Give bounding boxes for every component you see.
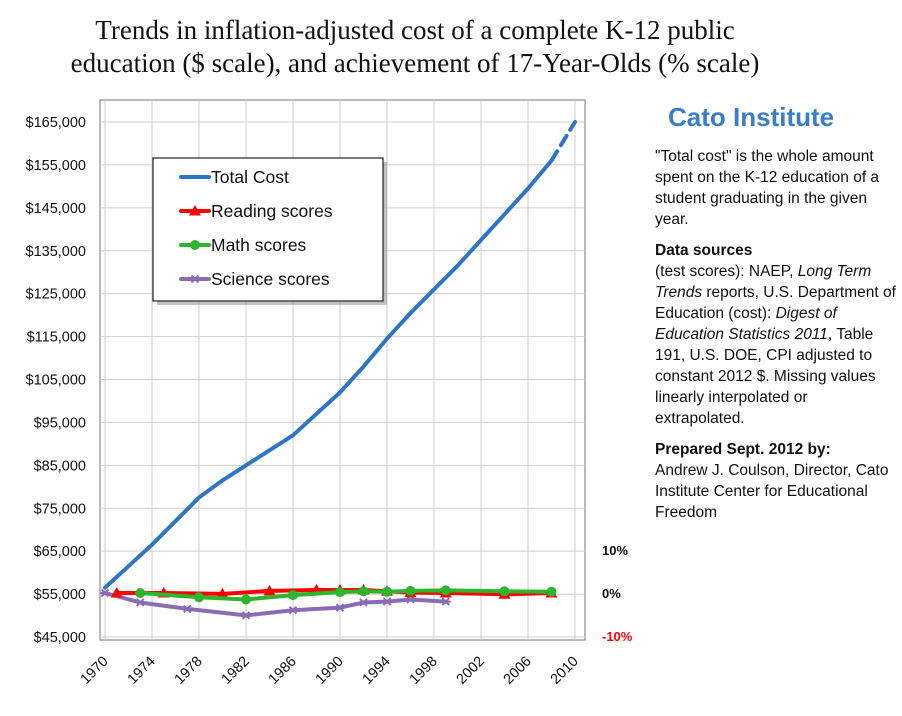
total-cost-note: "Total cost" is the whole amount spent o… (655, 148, 880, 228)
x-tick-label: 1978 (172, 654, 206, 688)
legend-label-reading-scores: Reading scores (211, 201, 333, 221)
legend-marker-math-scores (190, 240, 200, 250)
y-left-tick-label: $165,000 (26, 115, 86, 131)
x-tick-label: 2006 (501, 654, 535, 688)
math-scores-marker (358, 586, 369, 597)
x-tick-label: 1998 (407, 654, 441, 688)
data-sources-text-1: (test scores): NAEP, (655, 263, 798, 280)
math-scores-marker (382, 586, 392, 597)
data-sources-text-4: Digest of Education Statistics 2011 (655, 305, 837, 343)
y-left-tick-label: $75,000 (34, 501, 86, 517)
reading-scores-marker (110, 587, 123, 598)
legend-label-math-scores: Math scores (211, 235, 307, 255)
y-left-tick-label: $55,000 (34, 587, 86, 603)
science-scores-marker (440, 597, 451, 606)
y-left-tick-label: $135,000 (26, 244, 86, 260)
science-scores-marker (182, 604, 193, 614)
science-scores-marker (135, 598, 146, 607)
x-tick-label: 2002 (454, 654, 488, 688)
x-tick-label: 2010 (548, 654, 582, 688)
x-tick-label: 1990 (313, 654, 347, 688)
x-tick-label: 1994 (360, 654, 394, 688)
y-left-tick-label: $65,000 (34, 544, 86, 560)
science-scores-marker (100, 588, 110, 598)
science-scores-marker (382, 597, 392, 606)
prepared-body: Andrew J. Coulson, Director, Cato Instit… (655, 462, 889, 521)
y-right-tick-label: 0% (602, 586, 621, 601)
reading-scores-marker (216, 587, 229, 599)
notes-panel: "Total cost" is the whole amount spent o… (655, 146, 900, 533)
science-scores-marker (288, 605, 298, 615)
data-sources-heading: Data sources (655, 242, 753, 259)
y-left-tick-label: $125,000 (26, 287, 86, 303)
data-sources-note: Data sources (test scores): NAEP, Long Te… (655, 240, 900, 429)
y-right-tick-label: -10% (602, 629, 633, 644)
y-left-tick-label: $95,000 (34, 415, 86, 431)
legend-label-total-cost: Total Cost (211, 167, 289, 187)
math-scores-marker (440, 585, 451, 596)
legend-marker-reading-scores (189, 205, 201, 216)
total-cost-extrapolated-line (549, 120, 577, 163)
x-tick-label: 1982 (219, 654, 253, 688)
science-scores-marker (405, 595, 416, 604)
prepared-heading: Prepared Sept. 2012 by: (655, 441, 831, 458)
math-scores-marker (546, 586, 557, 597)
science-scores-marker (241, 611, 251, 620)
chart-title-line-1: Trends in inflation-adjusted cost of a c… (95, 15, 735, 45)
y-left-tick-label: $155,000 (26, 158, 86, 174)
legend-label-science-scores: Science scores (211, 269, 330, 289)
y-right-tick-label: 10% (602, 543, 628, 558)
y-left-tick-label: $115,000 (27, 330, 86, 346)
data-sources-text-3: reports, U.S. Department of Education (c… (655, 284, 896, 322)
x-tick-label: 1974 (125, 654, 159, 688)
data-sources-text-2: Long Term Trends (655, 263, 872, 301)
chart-title-line-2: education ($ scale), and achievement of … (70, 48, 760, 78)
math-scores-marker (335, 587, 345, 598)
science-scores-marker (335, 603, 345, 612)
reading-scores-marker (263, 584, 276, 596)
legend-marker-science-scores (190, 274, 200, 284)
math-scores-marker (194, 592, 204, 603)
math-scores-marker (135, 588, 146, 598)
math-scores-marker (241, 594, 251, 605)
brand-label: Cato Institute (668, 102, 835, 132)
math-scores-marker (499, 586, 510, 597)
math-scores-marker (405, 585, 416, 596)
x-tick-label: 1986 (266, 654, 300, 688)
data-sources-text-5: , Table 191, U.S. DOE, CPI adjusted to c… (655, 326, 876, 427)
prepared-note: Prepared Sept. 2012 by: Andrew J. Coulson… (655, 439, 900, 523)
y-left-tick-label: $105,000 (26, 373, 86, 389)
math-scores-marker (288, 590, 298, 601)
x-tick-label: 1970 (78, 654, 112, 688)
y-left-tick-label: $85,000 (34, 458, 86, 474)
chart-title: Trends in inflation-adjusted cost of a c… (0, 14, 830, 80)
science-scores-marker (358, 598, 369, 607)
y-left-tick-label: $145,000 (26, 201, 86, 217)
y-left-tick-label: $45,000 (34, 630, 86, 646)
science-scores-line (103, 591, 448, 618)
total-cost-line (103, 158, 554, 590)
